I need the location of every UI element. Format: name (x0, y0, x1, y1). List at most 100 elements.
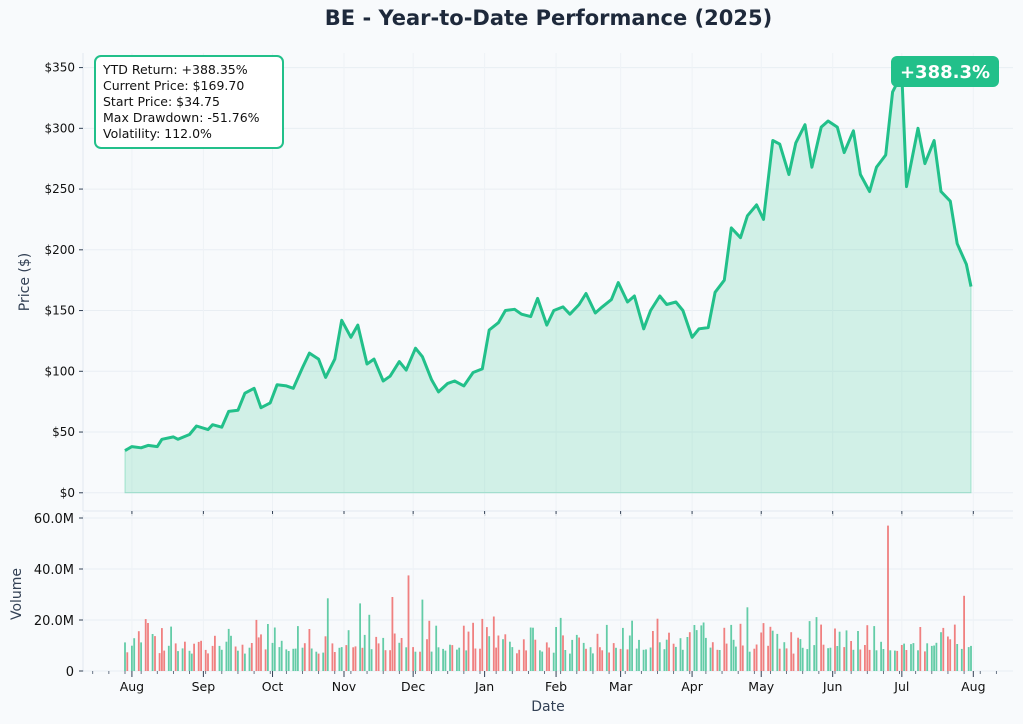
volume-bar (663, 649, 666, 671)
volume-bar (280, 640, 283, 671)
volume-bar (370, 649, 373, 671)
stats-box: YTD Return: +388.35% Current Price: $169… (94, 55, 284, 149)
volume-bar (822, 644, 825, 671)
price-y-axis-label: Price ($) (17, 253, 33, 311)
volume-bar (237, 650, 239, 671)
volume-bar (488, 636, 491, 671)
volume-bar (571, 639, 574, 671)
volume-bar (534, 639, 537, 671)
volume-bar (184, 641, 186, 671)
volume-bar (218, 645, 221, 671)
price-y-tick-label: $0 (60, 486, 75, 500)
volume-bar (575, 634, 578, 671)
volume-bar (910, 644, 912, 671)
volume-bar (695, 630, 698, 671)
volume-bar (430, 651, 433, 671)
volume-bar (555, 627, 557, 671)
x-tick-label: Jun (822, 679, 843, 694)
volume-bar (843, 647, 846, 671)
volume-bar (852, 649, 855, 671)
volume-bar (271, 642, 274, 671)
volume-bar (244, 653, 246, 671)
volume-bar (333, 652, 336, 671)
volume-bar (615, 647, 617, 671)
return-badge-box (891, 56, 999, 87)
price-y-tick-label: $50 (52, 425, 75, 439)
x-tick-label: May (748, 679, 774, 694)
volume-bar (214, 635, 216, 671)
volume-bar (799, 639, 802, 671)
volume-bar (771, 630, 774, 671)
volume-bar (207, 653, 209, 671)
return-badge-text: +388.3% (900, 62, 990, 83)
volume-bar (161, 628, 163, 671)
volume-bar (278, 647, 281, 671)
volume-bar (873, 626, 876, 671)
volume-bar (124, 642, 126, 671)
volume-bar (596, 633, 599, 671)
volume-bar (248, 647, 251, 671)
volume-bar (562, 635, 564, 671)
volume-bar (322, 652, 325, 671)
volume-bar (255, 619, 258, 671)
volume-bar (933, 645, 935, 671)
x-tick-label: Jan (474, 679, 494, 694)
volume-bar (260, 634, 262, 671)
price-panel: $0$50$100$150$200$250$300$350 Price ($) … (17, 53, 1013, 516)
volume-bar (582, 642, 585, 671)
volume-bar (449, 644, 451, 671)
volume-bar (267, 624, 269, 671)
volume-bar (963, 595, 965, 671)
volume-bar (419, 651, 421, 671)
price-line (124, 72, 973, 452)
volume-bar (875, 650, 878, 671)
volume-bar (896, 650, 899, 671)
volume-bar (850, 641, 852, 671)
stats-ytd-return: YTD Return: +388.35% (102, 62, 248, 77)
volume-bar (147, 623, 149, 671)
volume-bar (158, 653, 161, 671)
volume-bar (495, 647, 497, 671)
volume-bar (700, 625, 703, 671)
volume-bar (622, 627, 624, 671)
volume-bar (569, 653, 571, 671)
volume-bar (649, 647, 652, 671)
volume-bar (815, 617, 818, 671)
volume-bar (820, 624, 822, 671)
volume-bar (665, 639, 668, 671)
volume-bar (315, 651, 318, 671)
volume-bar (435, 625, 438, 671)
volume-bar (154, 636, 156, 671)
stats-volatility: Volatility: 112.0% (103, 126, 212, 141)
volume-bar (407, 575, 410, 671)
volume-bar (672, 643, 675, 671)
volume-bar (548, 647, 550, 671)
volume-bar (126, 652, 129, 671)
volume-bar (605, 624, 608, 671)
volume-bar (518, 649, 521, 671)
volume-bar (133, 638, 136, 671)
volume-bar (144, 619, 147, 671)
volume-bar (953, 624, 956, 671)
volume-bar (711, 642, 714, 671)
volume-bar (167, 645, 170, 671)
volume-bar (718, 650, 721, 671)
volume-bar (442, 648, 444, 671)
volume-bar (592, 653, 594, 671)
stats-current-price: Current Price: $169.70 (103, 78, 244, 93)
volume-bar (174, 643, 177, 671)
volume-bar (753, 648, 756, 671)
volume-bar (177, 651, 179, 671)
volume-bar (552, 652, 555, 671)
volume-bar (516, 653, 518, 671)
volume-bar (808, 621, 811, 671)
volume-bar (628, 635, 631, 671)
volume-bar (368, 614, 371, 671)
volume-bar (137, 631, 140, 671)
x-tick-label: Jul (893, 679, 909, 694)
volume-bar (760, 632, 763, 671)
volume-bar (308, 629, 311, 671)
volume-bar (709, 647, 712, 671)
volume-bar (384, 650, 387, 671)
volume-bar (880, 641, 882, 671)
